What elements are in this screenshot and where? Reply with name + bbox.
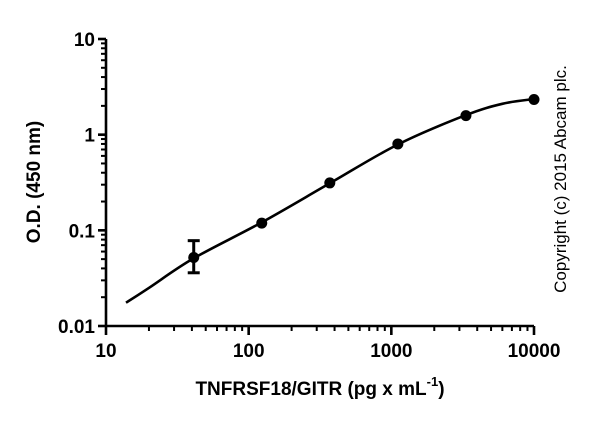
y-tick-label: 0.1 [69, 221, 96, 242]
x-axis-title-superscript: -1 [427, 374, 439, 389]
x-axis-title-main: TNFRSF18/GITR (pg x mL [195, 379, 427, 400]
x-tick-labels: 10 100 1000 10000 [95, 341, 560, 362]
data-point-marker [188, 252, 200, 264]
copyright-notice: Copyright (c) 2015 Abcam plc. [551, 65, 570, 293]
data-point-marker [460, 110, 472, 122]
y-tick-label: 10 [74, 30, 95, 51]
data-point-marker [528, 94, 540, 106]
x-axis-title: TNFRSF18/GITR (pg x mL-1) [195, 374, 444, 400]
y-tick-label: 1 [84, 126, 95, 147]
x-tick-label: 100 [233, 341, 265, 362]
x-tick-label: 1000 [370, 341, 412, 362]
x-axis-title-suffix: ) [438, 379, 444, 400]
x-tick-label: 10 [95, 341, 116, 362]
data-point-marker [256, 217, 268, 229]
data-point-marker [392, 138, 404, 150]
data-point-marker [324, 177, 336, 189]
x-axis [104, 324, 536, 335]
x-tick-label: 10000 [508, 341, 561, 362]
y-tick-labels: 0.01 0.1 1 10 [58, 30, 95, 338]
y-axis [98, 37, 108, 328]
y-axis-title: O.D. (450 nm) [24, 121, 45, 243]
y-tick-label: 0.01 [58, 317, 95, 338]
fit-curve-line [125, 97, 535, 304]
data-points [188, 94, 540, 264]
